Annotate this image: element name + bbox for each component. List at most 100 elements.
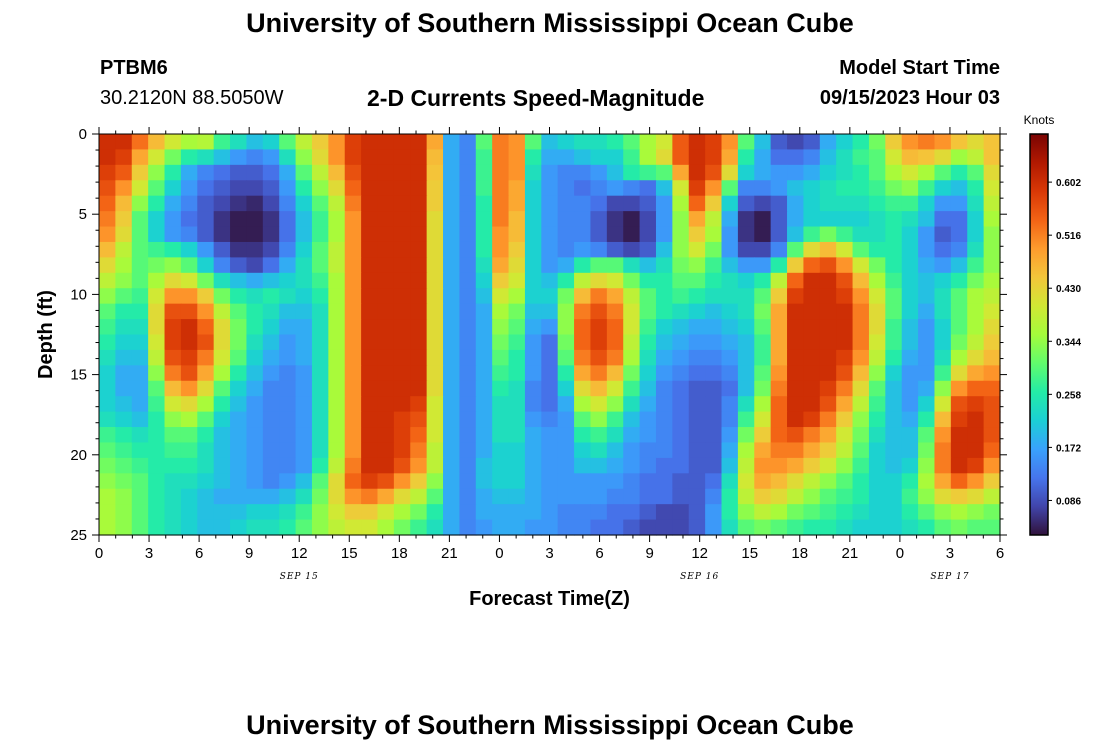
heatmap-cell — [344, 411, 362, 428]
heatmap-cell — [705, 272, 723, 289]
heatmap-cell — [737, 195, 755, 212]
x-tick-label: 18 — [391, 545, 408, 562]
heatmap-cell — [836, 504, 854, 521]
heatmap-cell — [524, 211, 542, 228]
heatmap-cell — [213, 319, 231, 336]
footer-title: University of Southern Mississippi Ocean… — [246, 710, 854, 740]
heatmap-cell — [99, 226, 116, 243]
heatmap-cell — [852, 334, 870, 351]
heatmap-cell — [148, 411, 166, 428]
heatmap-cell — [574, 380, 592, 397]
heatmap-cell — [606, 319, 624, 336]
heatmap-cell — [819, 457, 837, 474]
heatmap-cell — [295, 396, 313, 413]
heatmap-cell — [344, 303, 362, 320]
heatmap-cell — [443, 149, 460, 166]
heatmap-cell — [885, 211, 903, 228]
heatmap-cell — [967, 334, 985, 351]
heatmap-cell — [393, 180, 411, 197]
heatmap-cell — [230, 334, 248, 351]
heatmap-cell — [377, 519, 395, 536]
heatmap-cell — [983, 380, 1001, 397]
heatmap-cell — [426, 226, 444, 243]
heatmap-cell — [115, 257, 133, 274]
heatmap-cell — [574, 303, 592, 320]
heatmap-cell — [180, 411, 198, 428]
heatmap-cell — [770, 272, 788, 289]
heatmap-cell — [230, 411, 248, 428]
heatmap-cell — [787, 180, 805, 197]
heatmap-cell — [246, 488, 264, 505]
heatmap-cell — [180, 519, 198, 536]
heatmap-cell — [246, 519, 264, 536]
heatmap-cell — [393, 396, 411, 413]
heatmap-cell — [901, 380, 919, 397]
heatmap-cell — [950, 334, 968, 351]
heatmap-cell — [918, 195, 936, 212]
heatmap-cell — [721, 303, 739, 320]
heatmap-cell — [950, 319, 968, 336]
heatmap-cell — [754, 319, 772, 336]
heatmap-cell — [737, 334, 755, 351]
heatmap-cell — [705, 380, 723, 397]
x-tick-label: 6 — [595, 545, 603, 562]
heatmap-cell — [524, 226, 542, 243]
heatmap-cell — [377, 195, 395, 212]
heatmap-cell — [344, 334, 362, 351]
heatmap-cell — [901, 457, 919, 474]
heatmap-cell — [492, 380, 510, 397]
heatmap-cell — [770, 442, 788, 459]
heatmap-cell — [737, 349, 755, 366]
heatmap-cell — [492, 457, 510, 474]
heatmap-cell — [361, 519, 379, 536]
heatmap-cell — [590, 473, 608, 490]
heatmap-cell — [197, 180, 215, 197]
heatmap-cell — [983, 349, 1001, 366]
heatmap-cell — [115, 195, 133, 212]
heatmap-cell — [492, 334, 510, 351]
heatmap-cell — [655, 319, 673, 336]
heatmap-cell — [180, 319, 198, 336]
heatmap-cell — [475, 349, 493, 366]
heatmap-cell — [639, 488, 657, 505]
heatmap-cell — [574, 319, 592, 336]
colorbar-unit: Knots — [1024, 113, 1055, 127]
heatmap-cell — [443, 303, 460, 320]
heatmap-cell — [787, 396, 805, 413]
heatmap-cell — [180, 334, 198, 351]
heatmap-cell — [639, 149, 657, 166]
heatmap-cell — [639, 180, 657, 197]
heatmap-cell — [901, 149, 919, 166]
heatmap-cell — [197, 396, 215, 413]
heatmap-cell — [197, 319, 215, 336]
heatmap-cell — [230, 349, 248, 366]
heatmap-cell — [393, 380, 411, 397]
heatmap-cell — [918, 257, 936, 274]
colorbar-tick-label: 0.344 — [1056, 337, 1081, 348]
heatmap-cell — [934, 195, 952, 212]
heatmap-cell — [230, 195, 248, 212]
heatmap-cell — [246, 334, 264, 351]
heatmap-cell — [655, 519, 673, 536]
heatmap-cell — [901, 427, 919, 444]
heatmap-cell — [524, 457, 542, 474]
heatmap-cell — [328, 257, 346, 274]
heatmap-cell — [230, 211, 248, 228]
heatmap-cell — [901, 488, 919, 505]
heatmap-cell — [475, 396, 493, 413]
heatmap-cell — [606, 257, 624, 274]
heatmap-cell — [328, 241, 346, 258]
heatmap-cell — [590, 319, 608, 336]
heatmap-cell — [279, 195, 297, 212]
heatmap-cell — [787, 149, 805, 166]
heatmap-cell — [508, 195, 526, 212]
heatmap-cell — [836, 303, 854, 320]
heatmap-cell — [541, 519, 559, 536]
heatmap-cell — [623, 164, 641, 181]
heatmap-cell — [885, 488, 903, 505]
heatmap-cell — [836, 288, 854, 305]
heatmap-cell — [230, 365, 248, 382]
heatmap-cell — [983, 288, 1001, 305]
heatmap-cell — [574, 149, 592, 166]
heatmap-cell — [246, 226, 264, 243]
